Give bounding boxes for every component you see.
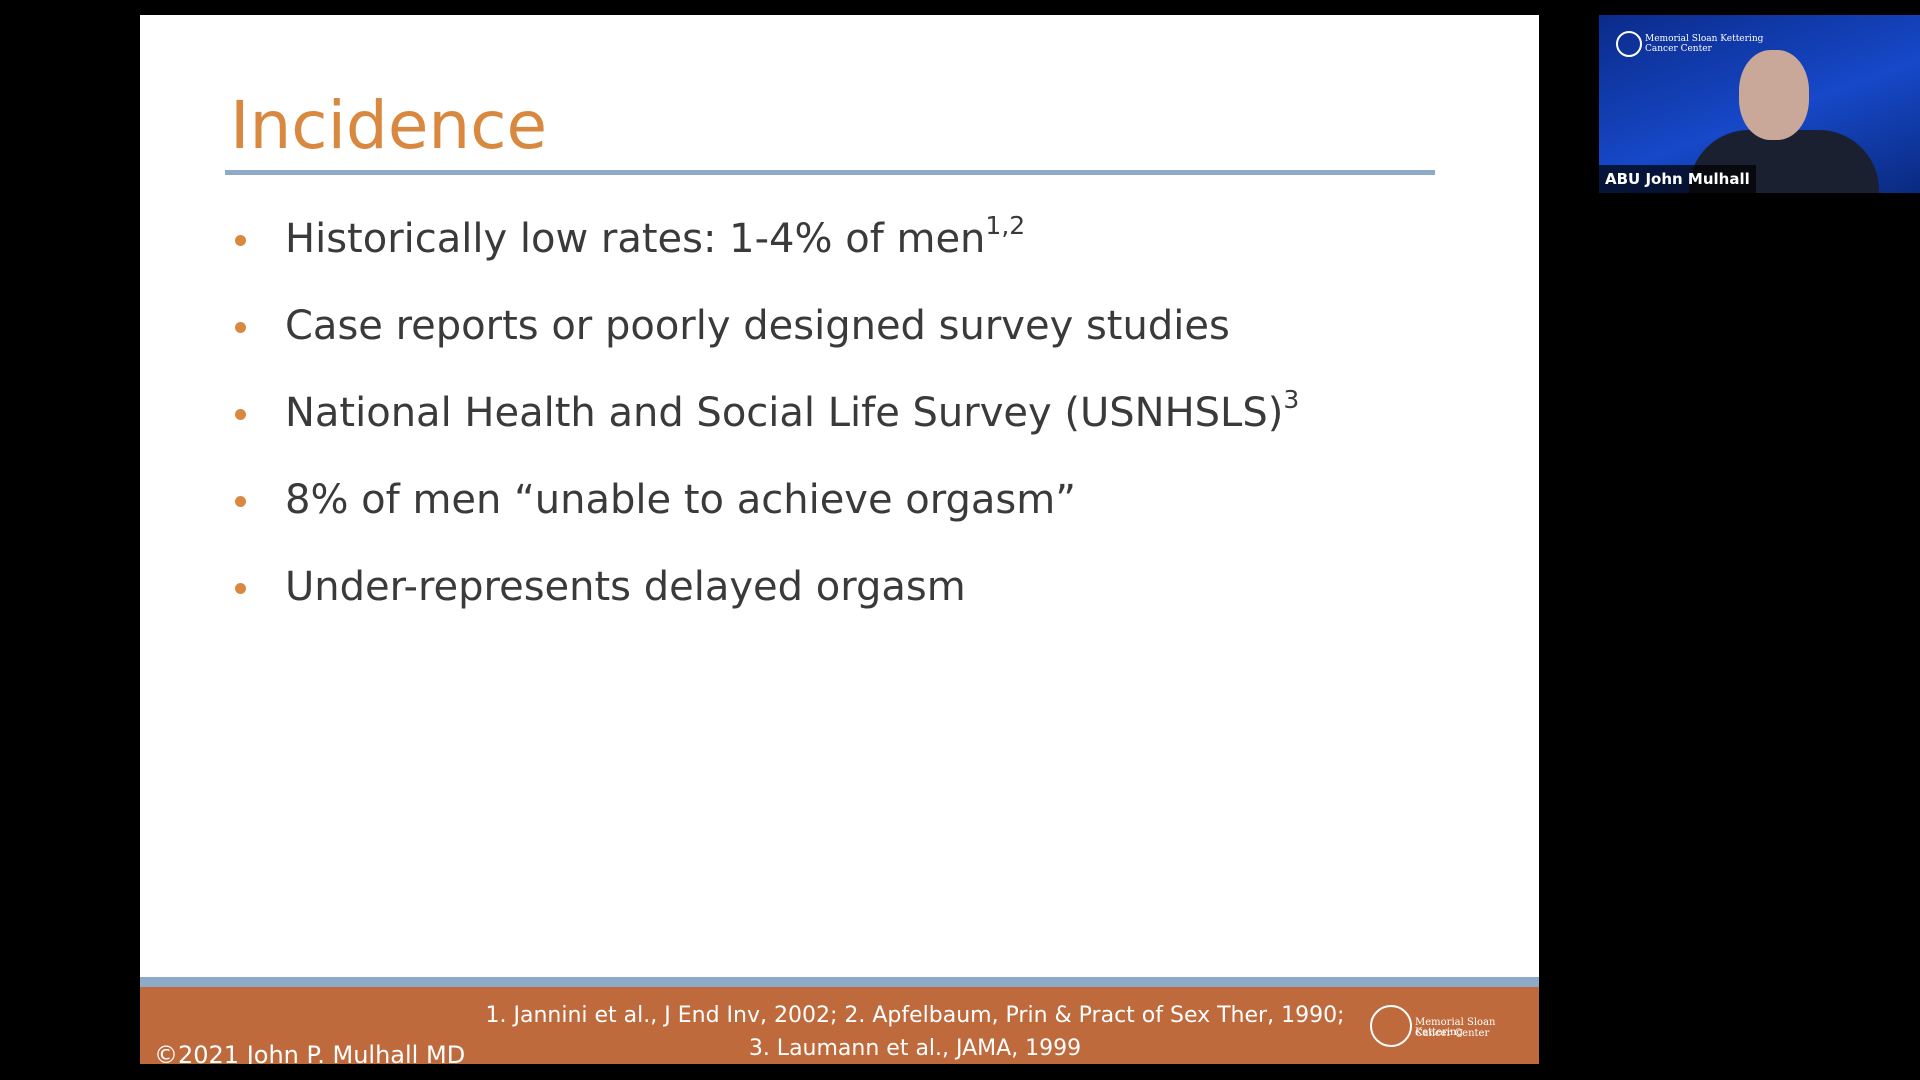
citation: 3: [1283, 385, 1300, 414]
logo-text: Cancer Center: [1415, 1028, 1490, 1039]
logo-text: Cancer Center: [1645, 44, 1712, 54]
participant-name: ABU John Mulhall: [1599, 165, 1756, 193]
title-rule: [225, 170, 1435, 175]
bullet: 8% of men “unable to achieve orgasm”: [285, 480, 1076, 520]
bullet-text: National Health and Social Life Survey (…: [285, 390, 1284, 436]
bullet-text: 8% of men “unable to achieve orgasm”: [285, 477, 1076, 523]
bullet-dot: [235, 409, 246, 420]
footer: ©2021 John P. Mulhall MD 1. Jannini et a…: [140, 987, 1539, 1064]
logo-text: Memorial Sloan Kettering: [1415, 1017, 1496, 1038]
bullet: Case reports or poorly designed survey s…: [285, 306, 1230, 346]
logo-icon: [1616, 31, 1642, 57]
person-head: [1739, 50, 1809, 140]
logo-text: Memorial Sloan Kettering: [1645, 34, 1764, 44]
bullet-text: Historically low rates: 1-4% of men: [285, 216, 986, 262]
bullet: National Health and Social Life Survey (…: [285, 387, 1299, 436]
bullet-dot: [235, 235, 246, 246]
bullet: Historically low rates: 1-4% of men1,2: [285, 213, 1025, 262]
bullet-text: Under-represents delayed orgasm: [285, 564, 966, 610]
footer-stripe: [140, 977, 1539, 987]
copyright: ©2021 John P. Mulhall MD: [154, 1041, 466, 1064]
bullet-dot: [235, 583, 246, 594]
video-tile[interactable]: Memorial Sloan Kettering Cancer Center A…: [1599, 15, 1920, 193]
reference: 1. Jannini et al., J End Inv, 2002; 2. A…: [485, 1003, 1345, 1028]
bullet-text: Case reports or poorly designed survey s…: [285, 303, 1230, 349]
bullet-dot: [235, 496, 246, 507]
bullet: Under-represents delayed orgasm: [285, 567, 966, 607]
slide: Incidence Historically low rates: 1-4% o…: [140, 15, 1539, 1064]
logo-icon: [1370, 1005, 1412, 1047]
bullet-dot: [235, 322, 246, 333]
reference: 3. Laumann et al., JAMA, 1999: [748, 1036, 1082, 1061]
slide-title: Incidence: [230, 87, 548, 164]
citation: 1,2: [985, 211, 1026, 240]
